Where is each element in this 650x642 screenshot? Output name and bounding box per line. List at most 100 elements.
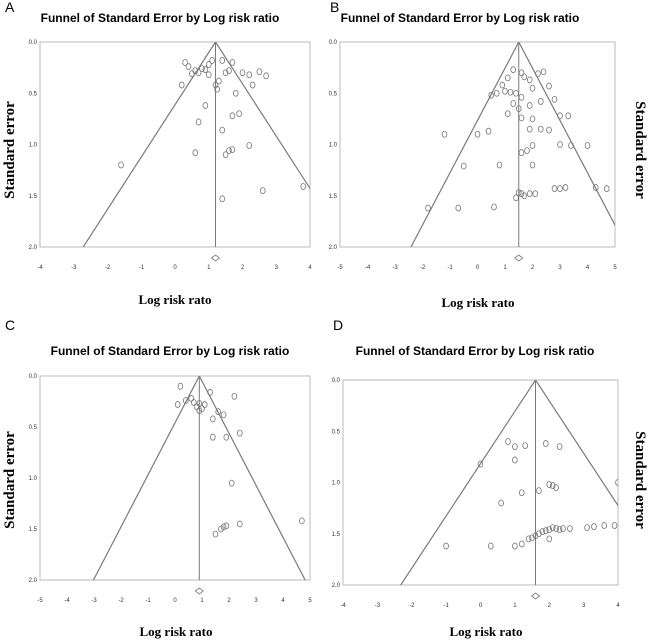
x-tick-label: -3 xyxy=(375,603,381,609)
study-point xyxy=(222,69,229,77)
study-point xyxy=(425,204,431,212)
study-point xyxy=(182,59,188,66)
y-tick-label: 0.5 xyxy=(29,91,38,97)
x-tick-label: -4 xyxy=(64,598,70,604)
x-tick-label: -1 xyxy=(447,265,453,271)
study-point xyxy=(524,147,530,155)
chart-title: Funnel of Standard Error by Log risk rat… xyxy=(51,344,290,358)
study-point xyxy=(491,203,497,211)
funnel-left-line xyxy=(400,380,537,585)
panel-letter: C xyxy=(5,317,15,333)
study-point xyxy=(537,98,544,105)
study-point xyxy=(546,82,552,90)
study-point xyxy=(504,74,511,82)
study-point xyxy=(518,149,525,157)
pooled-diamond xyxy=(514,254,524,262)
study-point xyxy=(174,401,181,408)
y-tick-label: 2.0 xyxy=(29,578,38,584)
study-point xyxy=(188,395,195,402)
study-point xyxy=(246,142,253,149)
study-point xyxy=(522,442,528,450)
plot-area xyxy=(410,42,615,247)
study-point xyxy=(543,440,549,447)
study-point xyxy=(536,487,542,495)
study-point xyxy=(591,523,597,530)
study-point xyxy=(192,149,199,157)
study-point xyxy=(551,96,558,103)
x-tick-label: -3 xyxy=(392,265,398,271)
x-tick-label: -1 xyxy=(443,603,449,609)
panel-d: D Funnel of Standard Error by Log risk ra… xyxy=(332,317,648,639)
y-tick-label: 1.5 xyxy=(332,532,341,538)
study-point xyxy=(546,526,553,534)
study-point xyxy=(226,67,232,75)
x-tick-label: -2 xyxy=(105,265,111,271)
study-point xyxy=(518,489,525,497)
study-point xyxy=(212,530,219,538)
x-tick-label: 5 xyxy=(308,598,312,604)
study-point xyxy=(259,187,266,195)
study-point xyxy=(202,66,209,74)
x-axis-label: Log risk rato xyxy=(442,295,515,310)
study-point xyxy=(192,67,199,75)
panel-a: A Funnel of Standard Error by Log risk ra… xyxy=(2,0,312,307)
study-point xyxy=(567,525,573,533)
x-tick-label: -3 xyxy=(71,265,77,271)
panel-letter: D xyxy=(333,317,343,333)
study-point xyxy=(215,408,222,416)
study-point xyxy=(496,161,503,169)
study-point xyxy=(498,499,504,507)
study-point xyxy=(499,81,506,89)
study-point xyxy=(219,195,226,203)
x-tick-label: 3 xyxy=(582,603,586,609)
study-point xyxy=(525,535,532,543)
study-point xyxy=(118,161,124,169)
study-point xyxy=(236,110,242,118)
study-point xyxy=(299,517,305,525)
study-point xyxy=(220,523,227,531)
y-tick-label: 1.0 xyxy=(29,476,38,482)
y-tick-label: 2.0 xyxy=(29,245,38,251)
x-tick-label: 0 xyxy=(173,598,177,604)
study-point xyxy=(515,189,522,197)
study-point xyxy=(226,147,232,155)
x-tick-label: -1 xyxy=(139,265,145,271)
x-tick-label: 4 xyxy=(281,598,285,604)
study-point xyxy=(183,397,189,404)
y-tick-label: 1.0 xyxy=(329,143,338,149)
plot-area xyxy=(82,42,310,247)
study-point xyxy=(228,479,235,487)
study-point xyxy=(526,76,533,84)
y-tick-label: 0.5 xyxy=(329,91,338,97)
y-tick-label: 2.0 xyxy=(329,245,338,251)
study-point xyxy=(584,142,591,149)
study-point xyxy=(229,146,236,154)
chart-title: Funnel of Standard Error by Log risk rat… xyxy=(41,11,280,25)
study-point xyxy=(513,194,519,202)
x-tick-label: 1 xyxy=(200,598,204,604)
study-point xyxy=(185,63,192,70)
study-point xyxy=(191,399,197,406)
x-tick-label: -4 xyxy=(365,265,371,271)
study-point xyxy=(512,443,518,451)
study-point xyxy=(603,185,610,192)
study-point xyxy=(212,81,219,89)
study-point xyxy=(518,190,525,198)
study-point xyxy=(592,184,599,191)
study-point xyxy=(209,57,215,64)
y-tick-label: 1.5 xyxy=(329,194,338,200)
study-point xyxy=(529,161,536,169)
study-point xyxy=(441,130,448,138)
x-tick-label: 2 xyxy=(548,603,552,609)
study-point xyxy=(518,540,525,548)
study-point xyxy=(532,532,539,540)
study-point xyxy=(229,59,236,66)
study-point xyxy=(526,190,533,198)
x-tick-label: 1 xyxy=(207,265,211,271)
study-point xyxy=(546,535,553,543)
study-point xyxy=(512,456,518,464)
y-tick-label: 0.5 xyxy=(29,425,38,431)
x-tick-label: 0 xyxy=(173,265,177,271)
x-tick-label: 2 xyxy=(241,265,245,271)
study-point xyxy=(549,524,556,531)
